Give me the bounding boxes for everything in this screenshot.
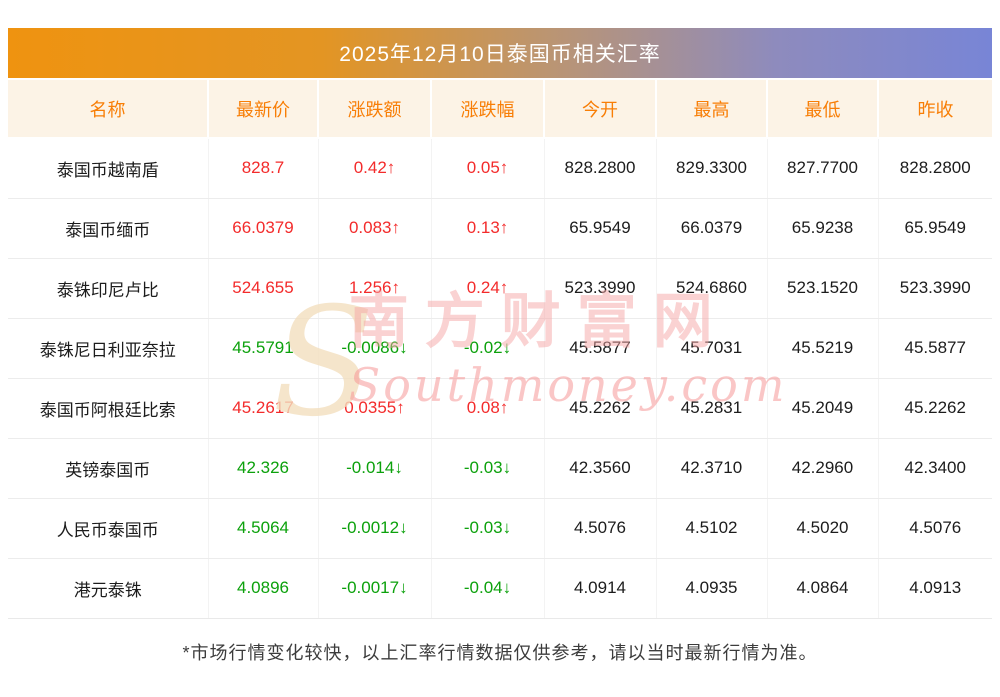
high-price: 4.0935 <box>656 558 768 619</box>
change-amount: 0.083↑ <box>318 198 432 259</box>
change-percent: -0.03↓ <box>431 438 545 499</box>
prev-close-price: 45.2262 <box>878 378 992 439</box>
table-row: 泰国币越南盾 828.7 0.42↑ 0.05↑ 828.2800 829.33… <box>8 138 992 199</box>
col-header-pct: 涨跌幅 <box>431 80 545 139</box>
latest-price: 45.5791 <box>208 318 319 379</box>
table-row: 泰铢印尼卢比 524.655 1.256↑ 0.24↑ 523.3990 524… <box>8 258 992 319</box>
prev-close-price: 42.3400 <box>878 438 992 499</box>
open-price: 4.0914 <box>544 558 657 619</box>
latest-price: 828.7 <box>208 138 319 199</box>
col-header-name: 名称 <box>8 80 209 139</box>
low-price: 827.7700 <box>767 138 879 199</box>
table-row: 港元泰铢 4.0896 -0.0017↓ -0.04↓ 4.0914 4.093… <box>8 558 992 619</box>
prev-close-price: 45.5877 <box>878 318 992 379</box>
col-header-latest: 最新价 <box>208 80 319 139</box>
high-price: 45.2831 <box>656 378 768 439</box>
exchange-rates-table: 名称 最新价 涨跌额 涨跌幅 今开 最高 最低 昨收 泰国币越南盾 828.7 … <box>8 80 992 619</box>
low-price: 65.9238 <box>767 198 879 259</box>
prev-close-price: 4.0913 <box>878 558 992 619</box>
currency-pair-name: 泰国币越南盾 <box>8 138 209 199</box>
high-price: 829.3300 <box>656 138 768 199</box>
high-price: 524.6860 <box>656 258 768 319</box>
col-header-low: 最低 <box>767 80 879 139</box>
table-row: 泰国币缅币 66.0379 0.083↑ 0.13↑ 65.9549 66.03… <box>8 198 992 259</box>
latest-price: 4.5064 <box>208 498 319 559</box>
change-amount: 0.0355↑ <box>318 378 432 439</box>
col-header-change: 涨跌额 <box>318 80 432 139</box>
prev-close-price: 828.2800 <box>878 138 992 199</box>
open-price: 45.2262 <box>544 378 657 439</box>
open-price: 4.5076 <box>544 498 657 559</box>
prev-close-price: 4.5076 <box>878 498 992 559</box>
latest-price: 42.326 <box>208 438 319 499</box>
latest-price: 524.655 <box>208 258 319 319</box>
change-percent: -0.02↓ <box>431 318 545 379</box>
table-row: 人民币泰国币 4.5064 -0.0012↓ -0.03↓ 4.5076 4.5… <box>8 498 992 559</box>
low-price: 45.2049 <box>767 378 879 439</box>
title-bar: 2025年12月10日泰国币相关汇率 <box>8 28 992 78</box>
currency-pair-name: 港元泰铢 <box>8 558 209 619</box>
col-header-prev-close: 昨收 <box>878 80 992 139</box>
col-header-open: 今开 <box>544 80 657 139</box>
change-amount: -0.0086↓ <box>318 318 432 379</box>
low-price: 42.2960 <box>767 438 879 499</box>
disclaimer-text: *市场行情变化较快，以上汇率行情数据仅供参考，请以当时最新行情为准。 <box>182 642 818 663</box>
change-amount: -0.014↓ <box>318 438 432 499</box>
change-percent: 0.24↑ <box>431 258 545 319</box>
prev-close-price: 523.3990 <box>878 258 992 319</box>
table-row: 英镑泰国币 42.326 -0.014↓ -0.03↓ 42.3560 42.3… <box>8 438 992 499</box>
latest-price: 66.0379 <box>208 198 319 259</box>
table-header-row: 名称 最新价 涨跌额 涨跌幅 今开 最高 最低 昨收 <box>8 80 992 139</box>
open-price: 828.2800 <box>544 138 657 199</box>
low-price: 4.5020 <box>767 498 879 559</box>
prev-close-price: 65.9549 <box>878 198 992 259</box>
page-title: 2025年12月10日泰国币相关汇率 <box>339 43 661 66</box>
change-percent: 0.13↑ <box>431 198 545 259</box>
low-price: 523.1520 <box>767 258 879 319</box>
col-header-high: 最高 <box>656 80 768 139</box>
currency-pair-name: 泰国币阿根廷比索 <box>8 378 209 439</box>
latest-price: 4.0896 <box>208 558 319 619</box>
table-row: 泰国币阿根廷比索 45.2617 0.0355↑ 0.08↑ 45.2262 4… <box>8 378 992 439</box>
change-amount: 0.42↑ <box>318 138 432 199</box>
open-price: 42.3560 <box>544 438 657 499</box>
change-percent: -0.04↓ <box>431 558 545 619</box>
low-price: 4.0864 <box>767 558 879 619</box>
change-amount: -0.0017↓ <box>318 558 432 619</box>
high-price: 42.3710 <box>656 438 768 499</box>
currency-pair-name: 泰铢尼日利亚奈拉 <box>8 318 209 379</box>
currency-pair-name: 泰铢印尼卢比 <box>8 258 209 319</box>
change-percent: -0.03↓ <box>431 498 545 559</box>
open-price: 523.3990 <box>544 258 657 319</box>
table-row: 泰铢尼日利亚奈拉 45.5791 -0.0086↓ -0.02↓ 45.5877… <box>8 318 992 379</box>
change-amount: -0.0012↓ <box>318 498 432 559</box>
change-percent: 0.08↑ <box>431 378 545 439</box>
open-price: 45.5877 <box>544 318 657 379</box>
high-price: 4.5102 <box>656 498 768 559</box>
low-price: 45.5219 <box>767 318 879 379</box>
open-price: 65.9549 <box>544 198 657 259</box>
change-amount: 1.256↑ <box>318 258 432 319</box>
currency-pair-name: 英镑泰国币 <box>8 438 209 499</box>
latest-price: 45.2617 <box>208 378 319 439</box>
high-price: 66.0379 <box>656 198 768 259</box>
currency-pair-name: 泰国币缅币 <box>8 198 209 259</box>
currency-pair-name: 人民币泰国币 <box>8 498 209 559</box>
high-price: 45.7031 <box>656 318 768 379</box>
change-percent: 0.05↑ <box>431 138 545 199</box>
